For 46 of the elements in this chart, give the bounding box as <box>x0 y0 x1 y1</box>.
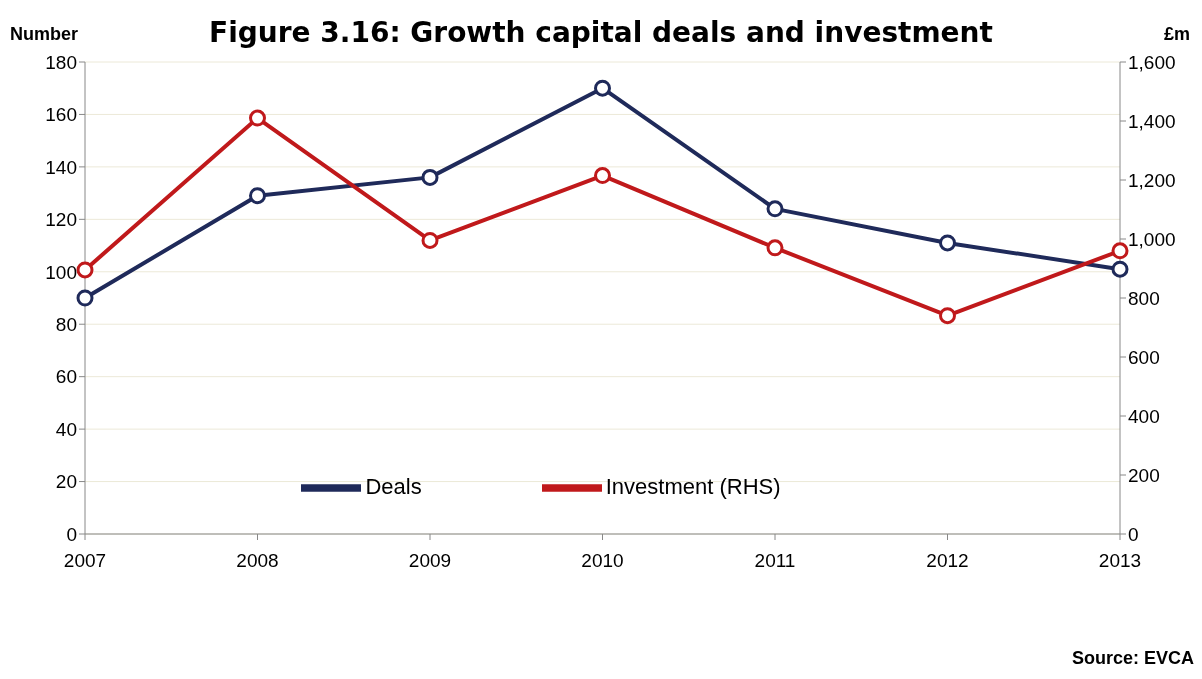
x-tick-label: 2013 <box>1098 550 1142 572</box>
x-tick-label: 2011 <box>754 550 796 572</box>
point <box>249 187 266 205</box>
y-tick-label: 160 <box>45 104 77 126</box>
y-tick-label: 80 <box>55 313 77 335</box>
y2-tick-label: 1,600 <box>1128 51 1176 73</box>
y2-tick-label: 1,000 <box>1128 228 1176 250</box>
y2-axis-title: £m <box>1163 24 1190 45</box>
x-tick-label: 2007 <box>63 550 107 572</box>
chart-title: Figure 3.16: Growth capital deals and investment <box>209 16 993 49</box>
y2-tick-label: 600 <box>1128 346 1160 368</box>
point <box>1111 242 1129 260</box>
y2-tick-label: 1,400 <box>1128 110 1176 132</box>
y-tick-label: 140 <box>45 156 77 178</box>
y2-tick-label: 0 <box>1128 523 1139 545</box>
y-tick-label: 60 <box>55 366 77 388</box>
y2-tick-label: 800 <box>1128 287 1160 309</box>
point <box>939 307 956 325</box>
point <box>766 200 784 218</box>
legend-label: Deals <box>365 473 422 499</box>
source-note: Source: EVCA <box>1071 648 1194 669</box>
y-axis-title: Number <box>10 24 79 45</box>
point <box>76 289 94 307</box>
y2-tick-label: 200 <box>1128 464 1160 486</box>
legend-label: Investment (RHS) <box>605 473 781 499</box>
x-tick-label: 2008 <box>236 550 279 572</box>
y-tick-label: 120 <box>45 209 77 231</box>
y-tick-label: 20 <box>55 471 77 493</box>
y-tick-label: 0 <box>66 523 77 545</box>
point <box>421 168 439 186</box>
point <box>76 261 94 279</box>
y2-tick-label: 400 <box>1128 405 1160 427</box>
point <box>939 234 956 252</box>
point <box>594 167 611 185</box>
point <box>421 231 439 249</box>
y-tick-label: 40 <box>55 418 77 440</box>
x-tick-label: 2009 <box>408 550 452 572</box>
x-tick-label: 2010 <box>581 550 624 572</box>
point <box>594 79 611 97</box>
point <box>1111 260 1129 278</box>
y-tick-label: 100 <box>45 261 77 283</box>
point <box>249 109 266 127</box>
y-tick-label: 180 <box>45 51 77 73</box>
point <box>766 239 784 257</box>
x-tick-label: 2012 <box>926 550 969 572</box>
y2-tick-label: 1,200 <box>1128 169 1176 191</box>
